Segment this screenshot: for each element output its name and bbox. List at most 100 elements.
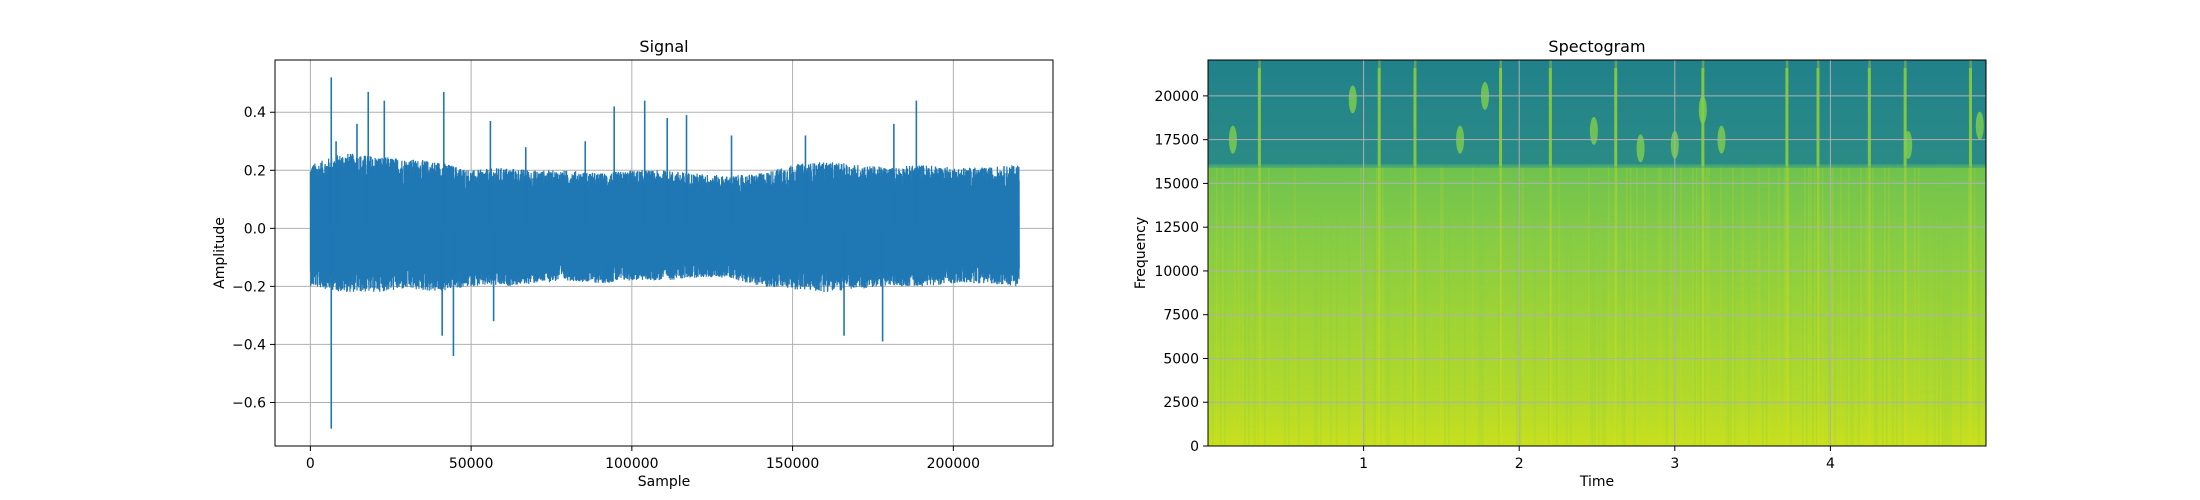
spectrogram-transient (1816, 60, 1820, 446)
spectrogram-texture (1810, 165, 1812, 446)
spectrogram-transient-high (1903, 68, 1907, 166)
spectrogram-texture (1220, 165, 1222, 446)
signal-waveform (309, 77, 1020, 429)
spectrogram-y-tick-label: 12500 (1154, 220, 1199, 236)
spectrogram-x-axis-label: Time (1579, 474, 1614, 490)
spectrogram-texture (1294, 165, 1296, 446)
spectrogram-texture (1534, 165, 1536, 446)
spectrogram-texture (1858, 165, 1860, 446)
spectrogram-texture (1918, 165, 1920, 446)
spectrogram-transient (1785, 60, 1789, 446)
spectrogram-texture (1410, 165, 1412, 446)
spectrogram-texture (1244, 165, 1246, 446)
spectrogram-axes-frame (1207, 59, 1987, 447)
spectrogram-texture (1388, 165, 1390, 446)
spectrogram-transient-high (1413, 68, 1417, 166)
spectrogram-texture (1376, 165, 1378, 446)
spectrogram-transient (1701, 60, 1705, 446)
spectrogram-texture (1464, 165, 1466, 446)
signal-y-tick-label: 0.0 (244, 221, 266, 237)
spectrogram-texture (1386, 165, 1388, 446)
spectrogram-texture (1556, 165, 1558, 446)
spectrogram-texture (1882, 165, 1884, 446)
spectrogram-texture (1790, 165, 1792, 446)
spectrogram-burst (1348, 85, 1357, 114)
spectrogram-texture (1626, 165, 1628, 446)
spectrogram-y-tick-label: 2500 (1163, 395, 1199, 411)
spectrogram-y-tick-label: 20000 (1154, 89, 1199, 105)
spectrogram-texture (1374, 165, 1376, 446)
spectrogram-texture (1380, 165, 1382, 446)
signal-x-tick-label: 200000 (927, 456, 980, 472)
spectrogram-texture (1730, 165, 1732, 446)
spectrogram-x-tick-label: 1 (1359, 456, 1368, 472)
spectrogram-transient (1378, 60, 1381, 446)
signal-y-ticks: −0.6 −0.4 −0.2 0.0 0.2 0.4 (232, 105, 275, 411)
spectrogram-texture (1616, 165, 1618, 446)
signal-y-tick-label: −0.4 (232, 337, 266, 353)
signal-x-ticks: 0 50000 100000 150000 200000 (306, 446, 980, 472)
spectrogram-texture (1896, 165, 1898, 446)
spectrogram-transient-high (1377, 68, 1381, 166)
spectrogram-texture (1732, 165, 1734, 446)
spectrogram-transient (1413, 60, 1417, 446)
spectrogram-texture (1742, 165, 1744, 446)
spectrogram-texture (1670, 165, 1672, 446)
spectrogram-texture (1222, 165, 1224, 446)
spectrogram-texture (1758, 165, 1760, 446)
spectrogram-chart: 1 2 3 4 0 2500 5000 7500 10000 12500 15000 17500 20… (1133, 37, 1987, 490)
spectrogram-texture (1832, 165, 1834, 446)
spectrogram-transient (1868, 60, 1871, 446)
spectrogram-texture (1804, 165, 1806, 446)
spectrogram-texture (1412, 165, 1414, 446)
spectrogram-texture (1404, 165, 1406, 446)
signal-y-tick-label: 0.2 (244, 163, 266, 179)
spectrogram-texture (1264, 165, 1266, 446)
spectrogram-burst (1975, 111, 1984, 140)
spectrogram-texture (1884, 165, 1886, 446)
spectrogram-texture (1768, 165, 1770, 446)
spectrogram-texture (1482, 165, 1484, 446)
spectrogram-texture (1444, 165, 1446, 446)
spectrogram-texture (1254, 165, 1256, 446)
spectrogram-texture (1588, 165, 1590, 446)
spectrogram-texture (1658, 165, 1660, 446)
spectrogram-texture (1834, 165, 1836, 446)
spectrogram-x-tick-label: 2 (1515, 456, 1524, 472)
spectrogram-texture (1378, 165, 1380, 446)
spectrogram-texture (1520, 165, 1522, 446)
spectrogram-texture (1248, 165, 1250, 446)
spectrogram-texture (1816, 165, 1818, 446)
spectrogram-texture (1694, 165, 1696, 446)
spectrogram-texture (1590, 165, 1592, 446)
spectrogram-texture (1216, 165, 1218, 446)
spectrogram-texture (1876, 165, 1878, 446)
spectrogram-texture (1598, 165, 1600, 446)
spectrogram-texture (1498, 165, 1500, 446)
signal-y-axis-label: Amplitude (212, 217, 228, 289)
spectrogram-texture (1696, 165, 1698, 446)
spectrogram-texture (1706, 165, 1708, 446)
spectrogram-texture (1814, 165, 1816, 446)
spectrogram-texture (1478, 165, 1480, 446)
spectrogram-texture (1734, 165, 1736, 446)
spectrogram-texture (1242, 165, 1244, 446)
spectrogram-texture (1660, 165, 1662, 446)
spectrogram-texture (1942, 165, 1944, 446)
spectrogram-y-axis-label: Frequency (1133, 217, 1149, 289)
spectrogram-texture (1806, 165, 1808, 446)
spectrogram-transient-high (1816, 68, 1820, 166)
spectrogram-texture (1316, 165, 1318, 446)
spectrogram-transient-high (1548, 68, 1552, 166)
spectrogram-texture (1238, 165, 1240, 446)
spectrogram-texture (1442, 165, 1444, 446)
signal-axes-frame (274, 59, 1054, 447)
spectrogram-texture (1914, 165, 1916, 446)
spectrogram-texture (1364, 165, 1366, 446)
signal-y-tick-label: 0.4 (244, 105, 266, 121)
spectrogram-texture (1950, 165, 1952, 446)
spectrogram-cutoff-edge (1208, 163, 1986, 168)
spectrogram-texture (1314, 165, 1316, 446)
spectrogram-texture (1680, 165, 1682, 446)
signal-x-tick-label: 100000 (605, 456, 658, 472)
